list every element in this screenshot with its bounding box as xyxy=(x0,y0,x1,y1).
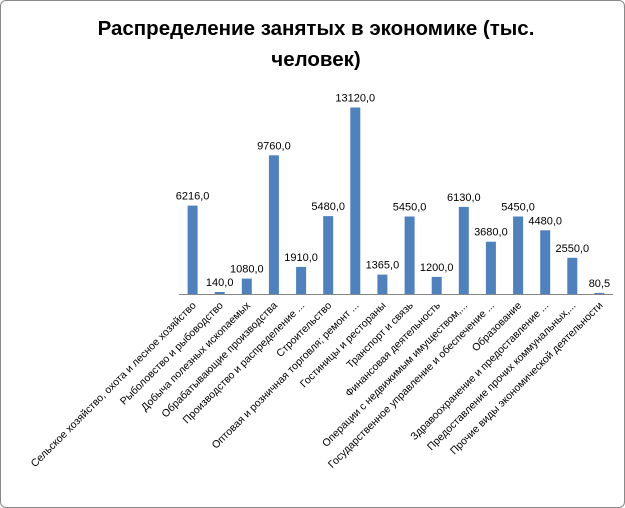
bar-2 xyxy=(241,278,252,294)
bar-1 xyxy=(214,292,225,294)
data-label-10: 6130,0 xyxy=(447,192,481,204)
bar-8 xyxy=(404,216,415,294)
bar-10 xyxy=(458,206,469,294)
bar-15 xyxy=(594,292,605,294)
bar-5 xyxy=(323,216,334,294)
data-label-0: 6216,0 xyxy=(176,191,210,203)
data-label-1: 140,0 xyxy=(206,277,234,289)
bars-group xyxy=(187,107,605,294)
bar-9 xyxy=(431,276,442,294)
bar-11 xyxy=(485,241,496,294)
category-labels-group: Сельское хозяйство, охота и лесное хозяй… xyxy=(29,299,606,471)
data-label-13: 4480,0 xyxy=(528,215,562,227)
data-label-15: 80,5 xyxy=(589,278,610,290)
data-label-8: 5450,0 xyxy=(393,202,427,214)
bar-4 xyxy=(296,266,307,294)
data-label-9: 1200,0 xyxy=(420,262,454,274)
bar-12 xyxy=(513,216,524,294)
data-label-2: 1080,0 xyxy=(230,264,264,276)
category-label-2: Добыча полезных ископаемых xyxy=(139,299,254,414)
bar-6 xyxy=(350,107,361,294)
chart-title: Распределение занятых в экономике (тыс. … xyxy=(97,17,535,71)
data-label-4: 1910,0 xyxy=(284,252,318,264)
data-label-6: 13120,0 xyxy=(335,93,375,105)
data-label-12: 5450,0 xyxy=(501,202,535,214)
data-label-5: 5480,0 xyxy=(311,201,345,213)
data-label-3: 9760,0 xyxy=(257,140,291,152)
bar-13 xyxy=(540,230,551,294)
bar-3 xyxy=(268,155,279,294)
data-label-7: 1365,0 xyxy=(366,260,400,272)
bar-0 xyxy=(187,205,198,294)
bar-14 xyxy=(567,257,578,294)
data-label-11: 3680,0 xyxy=(474,227,508,239)
bar-7 xyxy=(377,274,388,294)
data-label-14: 2550,0 xyxy=(555,243,589,255)
